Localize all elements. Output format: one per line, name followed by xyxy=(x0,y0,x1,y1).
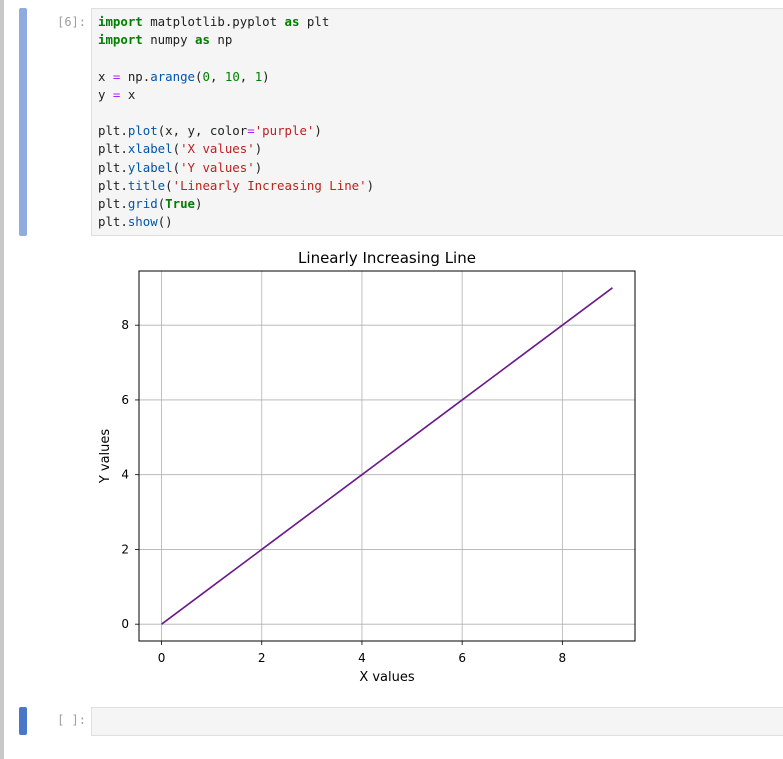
code-editor-2[interactable] xyxy=(92,708,783,712)
code-line: ​ xyxy=(98,104,783,122)
code-token: as xyxy=(284,14,300,29)
code-token: plt. xyxy=(98,141,128,157)
code-line: ​ xyxy=(98,49,783,67)
x-tick-label: 2 xyxy=(258,651,266,665)
code-token: as xyxy=(194,32,210,48)
code-token: x xyxy=(120,86,136,102)
code-token: True xyxy=(165,196,195,212)
code-token: ( xyxy=(172,141,181,157)
code-token: ) xyxy=(254,141,263,157)
line-chart: 0 2 4 6 8 0 2 4 6 8 Linearly Increasing Line X va… xyxy=(98,249,636,685)
code-token: ( xyxy=(157,196,166,212)
code-line: import matplotlib.pyplot as plt xyxy=(98,13,783,31)
x-axis-label: X values xyxy=(359,670,415,685)
code-token: xlabel xyxy=(127,141,173,157)
x-tick-label: 4 xyxy=(358,651,366,665)
code-token: x xyxy=(98,68,113,84)
code-token: 1 xyxy=(254,68,263,84)
axis-ticks: 0 2 4 6 8 0 2 4 6 8 xyxy=(121,318,566,665)
x-tick-label: 6 xyxy=(458,651,466,665)
code-token: show xyxy=(127,214,158,230)
y-tick-label: 6 xyxy=(121,393,129,407)
code-token: np. xyxy=(120,68,151,84)
code-token: ) xyxy=(262,68,270,84)
code-token: plt. xyxy=(98,214,128,230)
code-token: 0 xyxy=(202,68,210,84)
code-token: import xyxy=(98,14,143,29)
code-token: plot xyxy=(127,123,158,139)
code-token: ( xyxy=(172,159,181,175)
code-token: 10 xyxy=(224,68,240,84)
code-token: np xyxy=(209,32,233,48)
code-token: ylabel xyxy=(127,159,173,175)
code-line: y = x xyxy=(98,86,783,104)
code-token: plt. xyxy=(98,159,128,175)
y-tick-label: 4 xyxy=(121,468,129,482)
code-token: ) xyxy=(314,123,322,139)
code-token: = xyxy=(112,86,121,102)
y-tick-label: 8 xyxy=(121,318,129,332)
data-line-series xyxy=(161,287,613,625)
plot-output: 0 2 4 6 8 0 2 4 6 8 Linearly Increasing Line X va… xyxy=(91,240,651,694)
code-token: title xyxy=(127,177,166,193)
code-line: plt.ylabel('Y values') xyxy=(98,159,783,177)
code-token: ( xyxy=(165,177,173,193)
code-cell-1[interactable]: import matplotlib.pyplot as plt import nu… xyxy=(91,8,783,236)
scrollbar-edge[interactable] xyxy=(0,0,4,759)
code-token: plt. xyxy=(98,196,128,212)
code-token: = xyxy=(112,68,121,84)
code-token: 'Linearly Increasing Line' xyxy=(172,177,367,193)
cell-prompt-2: [ ]: xyxy=(57,713,86,727)
code-line: x = np.arange(0, 10, 1) xyxy=(98,68,783,86)
grid-lines xyxy=(139,271,635,641)
code-token: import xyxy=(98,32,143,48)
code-token: , xyxy=(209,68,225,84)
code-token: plt. xyxy=(98,123,128,139)
code-token: arange xyxy=(150,68,195,84)
x-tick-label: 8 xyxy=(559,651,567,665)
code-token: plt xyxy=(299,14,330,29)
axes-frame xyxy=(138,270,636,642)
cell-prompt-1: [6]: xyxy=(57,15,86,29)
code-editor-1[interactable]: import matplotlib.pyplot as plt import nu… xyxy=(92,9,783,231)
code-line: plt.title('Linearly Increasing Line') xyxy=(98,177,783,195)
code-line: plt.grid(True) xyxy=(98,195,783,213)
code-token: (x, y, color xyxy=(157,123,248,139)
code-line: plt.xlabel('X values') xyxy=(98,140,783,158)
code-token: , xyxy=(239,68,255,84)
cell-collapser-2[interactable] xyxy=(19,707,27,735)
code-token: () xyxy=(157,214,173,230)
plot-area xyxy=(161,287,613,625)
cell-collapser-1[interactable] xyxy=(19,8,27,236)
code-token: y xyxy=(98,86,113,102)
code-line: plt.show() xyxy=(98,213,783,231)
code-cell-2[interactable] xyxy=(91,707,783,736)
code-token: matplotlib.pyplot xyxy=(142,14,285,29)
chart-title: Linearly Increasing Line xyxy=(298,249,476,267)
code-line: import numpy as np xyxy=(98,31,783,49)
y-tick-label: 2 xyxy=(121,542,129,556)
code-token: 'Y values' xyxy=(180,159,255,175)
code-token: plt. xyxy=(98,177,128,193)
code-token: ( xyxy=(195,68,203,84)
code-token: ) xyxy=(195,196,203,212)
code-token: ) xyxy=(366,177,375,193)
code-token: 'purple' xyxy=(254,123,315,139)
x-tick-label: 0 xyxy=(158,651,166,665)
code-token: grid xyxy=(127,196,158,212)
code-token: numpy xyxy=(142,32,195,48)
code-line: plt.plot(x, y, color='purple') xyxy=(98,122,783,140)
y-axis-label: Y values xyxy=(98,429,113,485)
code-token: = xyxy=(247,123,255,139)
code-token: ) xyxy=(254,159,263,175)
y-tick-label: 0 xyxy=(121,617,129,631)
code-token: 'X values' xyxy=(180,141,255,157)
